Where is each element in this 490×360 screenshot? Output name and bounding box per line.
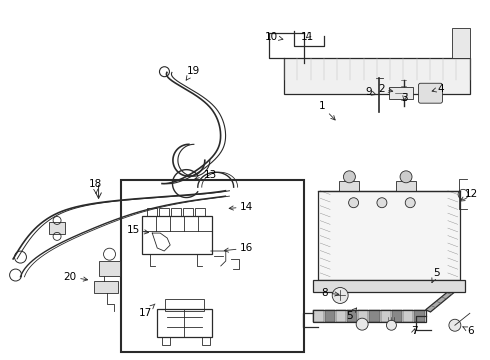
Circle shape bbox=[332, 288, 348, 303]
Circle shape bbox=[356, 318, 368, 330]
Text: 5: 5 bbox=[432, 268, 440, 283]
Text: 12: 12 bbox=[461, 189, 478, 201]
Text: 2: 2 bbox=[378, 84, 392, 94]
Bar bbox=[165, 299, 204, 311]
Bar bbox=[324, 310, 335, 322]
Bar bbox=[318, 191, 460, 280]
Text: 3: 3 bbox=[401, 93, 408, 103]
Text: 13: 13 bbox=[195, 170, 217, 180]
Text: 7: 7 bbox=[411, 325, 417, 336]
Bar bbox=[392, 310, 402, 322]
Bar bbox=[202, 337, 210, 345]
Text: 14: 14 bbox=[229, 202, 253, 212]
Bar bbox=[313, 280, 465, 292]
Text: 17: 17 bbox=[139, 304, 155, 318]
Circle shape bbox=[343, 171, 355, 183]
Bar bbox=[49, 222, 65, 234]
Bar bbox=[162, 337, 170, 345]
Bar bbox=[94, 281, 119, 293]
Circle shape bbox=[377, 198, 387, 208]
Bar bbox=[381, 310, 391, 322]
Bar bbox=[396, 181, 416, 191]
Bar bbox=[98, 261, 121, 276]
Bar bbox=[336, 310, 346, 322]
Text: 20: 20 bbox=[64, 272, 88, 282]
Text: 9: 9 bbox=[365, 87, 376, 97]
Text: 15: 15 bbox=[127, 225, 148, 235]
Bar bbox=[172, 208, 181, 216]
Bar bbox=[183, 208, 193, 216]
Text: 1: 1 bbox=[319, 102, 335, 120]
Text: 8: 8 bbox=[321, 288, 339, 298]
Bar bbox=[121, 180, 304, 352]
Text: 11: 11 bbox=[301, 32, 315, 41]
Bar bbox=[369, 310, 380, 322]
Text: 19: 19 bbox=[186, 66, 200, 80]
Circle shape bbox=[405, 198, 415, 208]
FancyBboxPatch shape bbox=[418, 83, 442, 103]
Bar bbox=[284, 58, 469, 94]
Bar bbox=[403, 310, 414, 322]
Bar bbox=[347, 310, 357, 322]
Bar bbox=[452, 28, 469, 58]
Circle shape bbox=[348, 198, 359, 208]
Bar bbox=[313, 310, 426, 322]
Text: 4: 4 bbox=[432, 84, 444, 94]
Text: 5: 5 bbox=[346, 308, 357, 321]
Bar bbox=[159, 208, 170, 216]
Bar bbox=[415, 310, 425, 322]
Circle shape bbox=[387, 320, 396, 330]
Bar bbox=[340, 181, 359, 191]
Text: 10: 10 bbox=[265, 32, 283, 41]
Bar bbox=[143, 216, 212, 254]
Bar bbox=[147, 208, 157, 216]
Bar bbox=[358, 310, 368, 322]
Bar bbox=[196, 208, 205, 216]
Text: 18: 18 bbox=[89, 179, 102, 193]
Bar bbox=[157, 309, 212, 337]
Circle shape bbox=[449, 319, 461, 331]
Text: 16: 16 bbox=[224, 243, 253, 253]
Circle shape bbox=[400, 171, 412, 183]
Polygon shape bbox=[426, 284, 462, 312]
Bar bbox=[313, 310, 323, 322]
Text: 6: 6 bbox=[463, 325, 474, 336]
Bar bbox=[389, 87, 413, 99]
